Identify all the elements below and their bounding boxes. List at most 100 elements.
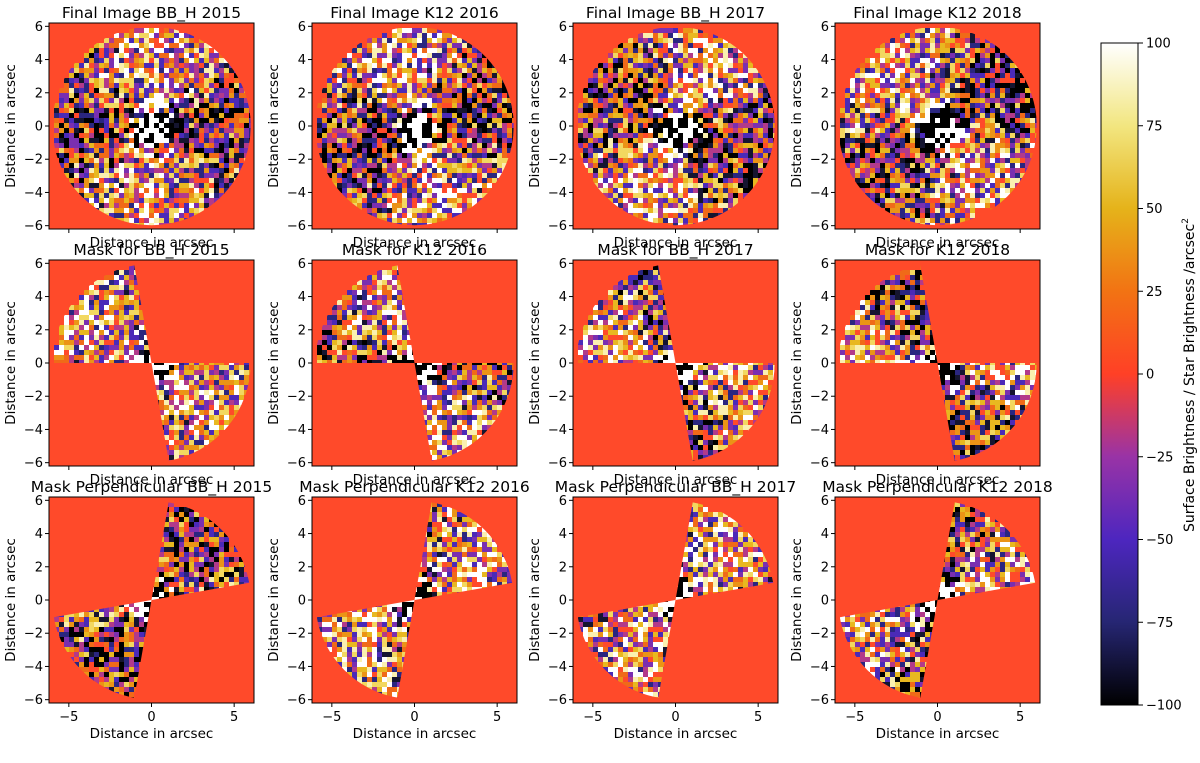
y-tick-label: 2 bbox=[559, 560, 567, 575]
panel: Final Image BB_H 2015 6 4 2 0 −2 −4 −6 Distance … bbox=[3, 4, 255, 251]
colorbar-label-text: Surface Brightness / Star Brightness /ar… bbox=[1182, 224, 1198, 532]
panel-title: Final Image BB_H 2015 bbox=[62, 4, 241, 23]
colorbar-label: Surface Brightness / Star Brightness /ar… bbox=[1181, 218, 1198, 532]
y-tick-label: 0 bbox=[298, 594, 306, 609]
x-tick-label: 0 bbox=[933, 710, 941, 725]
x-axis-label: Distance in arcsec bbox=[353, 726, 477, 742]
y-tick-label: 6 bbox=[559, 257, 567, 272]
y-axis-label: Distance in arcsec bbox=[3, 64, 19, 188]
panel-title: Mask Perpendicular BB_H 2017 bbox=[555, 478, 796, 497]
y-tick-label: 2 bbox=[559, 86, 567, 101]
panel-title: Mask for BB_H 2017 bbox=[597, 241, 753, 260]
panel-title: Final Image BB_H 2017 bbox=[586, 4, 765, 23]
colorbar-label-superscript: 2 bbox=[1181, 218, 1191, 224]
panel: Mask for K12 2018 6 4 2 0 −2 −4 −6 Distance in a… bbox=[789, 241, 1041, 488]
y-tick-label: 4 bbox=[559, 290, 567, 305]
panel-title: Final Image K12 2016 bbox=[330, 4, 498, 22]
y-tick-label: 2 bbox=[35, 86, 43, 101]
y-tick-label: −6 bbox=[287, 456, 306, 471]
y-axis-label: Distance in arcsec bbox=[789, 538, 805, 662]
y-tick-label: −4 bbox=[287, 186, 306, 201]
y-tick-label: −4 bbox=[24, 186, 43, 201]
x-tick-label: 5 bbox=[493, 710, 501, 725]
y-tick-label: 0 bbox=[821, 357, 829, 372]
colorbar-tick-label: 75 bbox=[1146, 119, 1163, 134]
y-axis-label: Distance in arcsec bbox=[789, 301, 805, 425]
image-texture bbox=[317, 28, 514, 226]
x-axis-label: Distance in arcsec bbox=[876, 726, 1000, 742]
image-texture bbox=[840, 28, 1037, 226]
y-tick-label: −2 bbox=[24, 390, 43, 405]
y-tick-label: 2 bbox=[821, 323, 829, 338]
y-tick-label: 4 bbox=[559, 53, 567, 68]
y-tick-label: −6 bbox=[548, 693, 567, 708]
y-tick-label: 2 bbox=[298, 323, 306, 338]
x-axis-label: Distance in arcsec bbox=[876, 235, 1000, 251]
y-tick-label: 4 bbox=[821, 53, 829, 68]
x-tick-label: 5 bbox=[1016, 710, 1024, 725]
y-tick-label: −2 bbox=[810, 627, 829, 642]
x-tick-label: 0 bbox=[147, 710, 155, 725]
y-tick-label: −6 bbox=[548, 219, 567, 234]
x-axis-label: Distance in arcsec bbox=[614, 235, 738, 251]
colorbar-tick-label: −25 bbox=[1146, 450, 1173, 465]
y-axis-label: Distance in arcsec bbox=[527, 64, 543, 188]
y-axis-label: Distance in arcsec bbox=[3, 301, 19, 425]
y-tick-label: −6 bbox=[810, 693, 829, 708]
panel: Final Image K12 2018 6 4 2 0 −2 −4 −6 Distance i… bbox=[789, 4, 1041, 251]
y-tick-label: −2 bbox=[287, 627, 306, 642]
colorbar-tick-label: −75 bbox=[1146, 616, 1173, 631]
y-tick-label: −4 bbox=[810, 186, 829, 201]
y-tick-label: −6 bbox=[810, 219, 829, 234]
y-tick-label: −6 bbox=[24, 219, 43, 234]
panel-title: Final Image K12 2018 bbox=[853, 4, 1021, 22]
y-tick-label: 4 bbox=[35, 53, 43, 68]
y-tick-label: −6 bbox=[810, 456, 829, 471]
y-tick-label: 4 bbox=[298, 290, 306, 305]
y-tick-label: −4 bbox=[24, 423, 43, 438]
y-axis-label: Distance in arcsec bbox=[266, 64, 282, 188]
y-tick-label: −2 bbox=[287, 153, 306, 168]
panel-title: Mask Perpendicular K12 2016 bbox=[299, 478, 530, 496]
y-tick-label: 0 bbox=[821, 120, 829, 135]
colorbar: 100 75 50 25 0 −25 −50 −75 −100 Surface Brightne… bbox=[1100, 37, 1198, 714]
y-tick-label: 0 bbox=[298, 357, 306, 372]
x-axis-label: Distance in arcsec bbox=[90, 726, 214, 742]
x-tick-label: −5 bbox=[583, 710, 602, 725]
y-tick-label: 4 bbox=[821, 290, 829, 305]
y-tick-label: 0 bbox=[298, 120, 306, 135]
y-tick-label: −2 bbox=[548, 153, 567, 168]
y-tick-label: 4 bbox=[298, 53, 306, 68]
colorbar-gradient bbox=[1100, 42, 1139, 706]
y-axis-label: Distance in arcsec bbox=[266, 301, 282, 425]
x-tick-label: 5 bbox=[754, 710, 762, 725]
x-axis-label: Distance in arcsec bbox=[876, 472, 1000, 488]
y-tick-label: 6 bbox=[559, 20, 567, 35]
x-axis-label: Distance in arcsec bbox=[614, 472, 738, 488]
y-tick-label: 4 bbox=[298, 527, 306, 542]
panel: Mask for BB_H 2015 6 4 2 0 −2 −4 −6 Distance in … bbox=[3, 241, 255, 488]
y-tick-label: −4 bbox=[548, 423, 567, 438]
y-tick-label: −6 bbox=[287, 219, 306, 234]
y-tick-label: −4 bbox=[24, 660, 43, 675]
x-axis-label: Distance in arcsec bbox=[353, 235, 477, 251]
y-tick-label: −4 bbox=[810, 423, 829, 438]
y-tick-label: 6 bbox=[298, 494, 306, 509]
y-tick-label: −6 bbox=[24, 693, 43, 708]
y-tick-label: 2 bbox=[559, 323, 567, 338]
x-tick-label: 0 bbox=[671, 710, 679, 725]
y-tick-label: 0 bbox=[35, 594, 43, 609]
colorbar-tick-label: −50 bbox=[1146, 533, 1173, 548]
colorbar-tick-label: 0 bbox=[1146, 368, 1154, 383]
y-tick-label: 2 bbox=[35, 323, 43, 338]
y-tick-label: −2 bbox=[24, 153, 43, 168]
y-tick-label: 0 bbox=[35, 357, 43, 372]
panel-title: Mask for K12 2018 bbox=[865, 241, 1010, 259]
x-tick-label: 5 bbox=[230, 710, 238, 725]
y-tick-label: −2 bbox=[810, 390, 829, 405]
colorbar-tick-label: −100 bbox=[1146, 699, 1182, 714]
y-axis-label: Distance in arcsec bbox=[527, 301, 543, 425]
